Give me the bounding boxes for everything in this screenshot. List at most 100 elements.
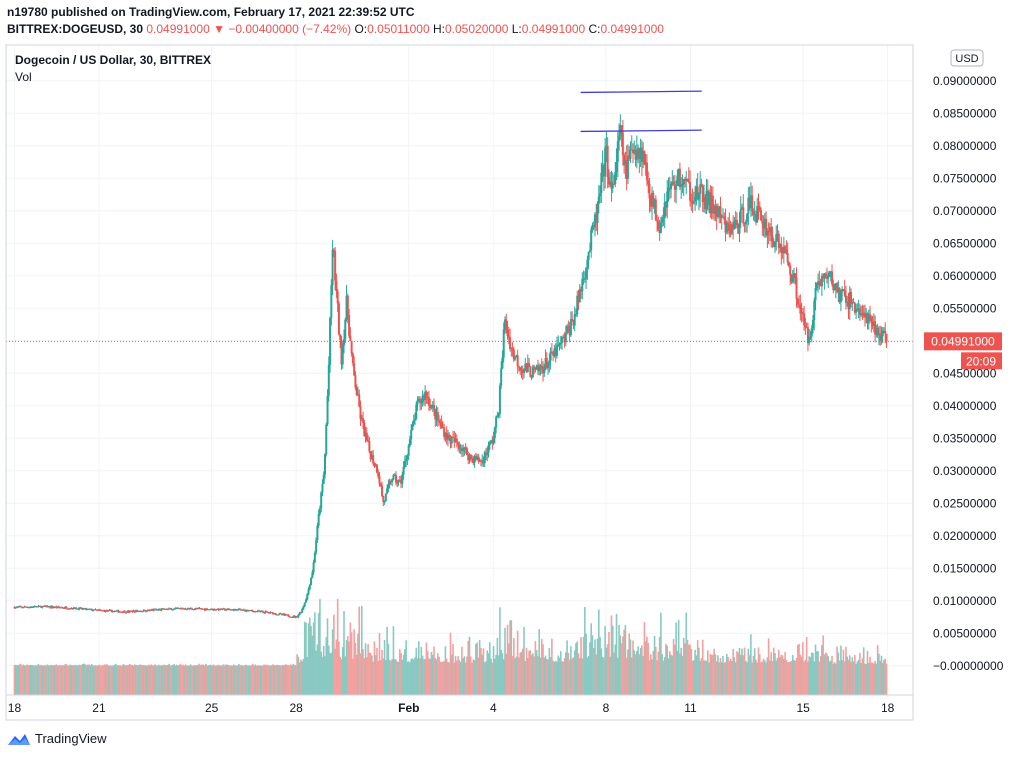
candle-body	[425, 391, 428, 397]
candle-body	[424, 391, 427, 401]
volume-bar	[468, 636, 471, 695]
volume-bar	[643, 621, 646, 695]
candle-body	[756, 206, 759, 223]
volume-bar	[774, 652, 776, 695]
trendline[interactable]	[580, 129, 702, 133]
trendline[interactable]	[580, 90, 702, 94]
candle-body	[467, 455, 470, 461]
last-price-badge: 0.04991000 20:09	[924, 332, 1002, 370]
volume-bar	[298, 662, 301, 695]
candle-body	[576, 295, 579, 315]
volume-bar	[265, 664, 268, 695]
candle-body	[796, 298, 799, 305]
trendlines[interactable]	[580, 90, 702, 133]
currency-badge[interactable]: USD	[950, 49, 984, 67]
volume-bar	[789, 661, 791, 695]
volume-bar	[159, 665, 162, 695]
volume-bar	[341, 647, 344, 695]
candle-body	[401, 474, 404, 484]
candle-body	[127, 611, 130, 613]
volume-bar	[379, 660, 382, 695]
chart-grid	[6, 45, 913, 695]
volume-bar	[127, 664, 130, 695]
candle-body	[226, 608, 229, 610]
volume-bar	[75, 665, 78, 695]
candle-body	[270, 612, 273, 614]
volume-bar	[358, 606, 361, 695]
volume-bar	[506, 624, 509, 695]
candle-body	[479, 460, 482, 462]
volume-bar	[481, 654, 483, 695]
volume-bar	[500, 650, 502, 695]
volume-bar	[554, 660, 557, 695]
candle-body	[100, 610, 103, 612]
volume-bar	[556, 661, 558, 695]
volume-bar	[99, 665, 102, 695]
volume-bar	[724, 661, 727, 695]
volume-bar	[700, 658, 703, 695]
candle-body	[32, 606, 35, 608]
candle-body	[834, 283, 837, 288]
volume-bar	[258, 665, 260, 695]
candle-body	[124, 612, 127, 614]
volume-bar	[372, 661, 374, 695]
x-axis[interactable]: 18 21 25 28 Feb 4 8 11 15 18	[8, 701, 895, 715]
volume-bar	[254, 664, 257, 695]
candle-body	[495, 416, 498, 428]
candle-body	[803, 313, 806, 326]
volume-bar	[590, 623, 592, 695]
candle-body	[321, 483, 324, 493]
candle-body	[548, 360, 551, 364]
volume-bar	[821, 645, 823, 695]
y-tick-label: 0.06500000	[933, 236, 997, 250]
candle-body	[104, 610, 107, 612]
candle-body	[629, 150, 632, 159]
volume-bar	[36, 665, 39, 695]
volume-bar	[402, 654, 405, 695]
volume-bar	[281, 665, 283, 695]
candle-body	[737, 225, 740, 234]
volume-bar	[686, 639, 689, 695]
candle-body	[133, 610, 136, 613]
volume-bar	[459, 662, 462, 695]
candle-body	[531, 366, 534, 378]
volume-bar	[203, 665, 206, 695]
volume-bar	[841, 659, 843, 695]
footer-brand[interactable]: TradingView	[7, 731, 107, 746]
candle-body	[507, 336, 510, 338]
volume-bar	[676, 650, 679, 695]
candle-body	[851, 301, 854, 304]
candle-body	[419, 399, 422, 404]
candle-body	[57, 606, 60, 608]
volume-bar	[189, 664, 192, 695]
candle-body	[444, 433, 447, 438]
volume-bar	[400, 652, 402, 695]
volume-bar	[609, 656, 611, 695]
candle-body	[410, 429, 413, 440]
volume-bar	[840, 645, 842, 695]
volume-bar	[222, 664, 225, 695]
candle-body	[393, 474, 396, 476]
candle-body	[152, 609, 155, 611]
y-axis[interactable]: 0.09000000 0.08500000 0.08000000 0.07500000…	[933, 74, 1004, 673]
candle-body	[123, 611, 126, 613]
volume-bar	[866, 650, 869, 695]
volume-bar	[719, 657, 722, 695]
volume-bar	[606, 644, 609, 695]
volume-bar	[27, 665, 30, 695]
volume-bar	[491, 662, 494, 695]
volume-bar	[49, 665, 51, 695]
candle-body	[607, 177, 610, 185]
candle-body	[839, 291, 842, 303]
candle-body	[64, 607, 67, 609]
volume-bar	[480, 647, 482, 695]
volume-bar	[729, 658, 732, 695]
volume-bar	[443, 660, 445, 695]
volume-bar	[777, 649, 780, 695]
volume-bar	[150, 664, 153, 695]
volume-bar	[216, 665, 219, 695]
volume-bar	[104, 664, 107, 695]
volume-bar	[274, 665, 277, 695]
volume-bar	[495, 654, 497, 695]
